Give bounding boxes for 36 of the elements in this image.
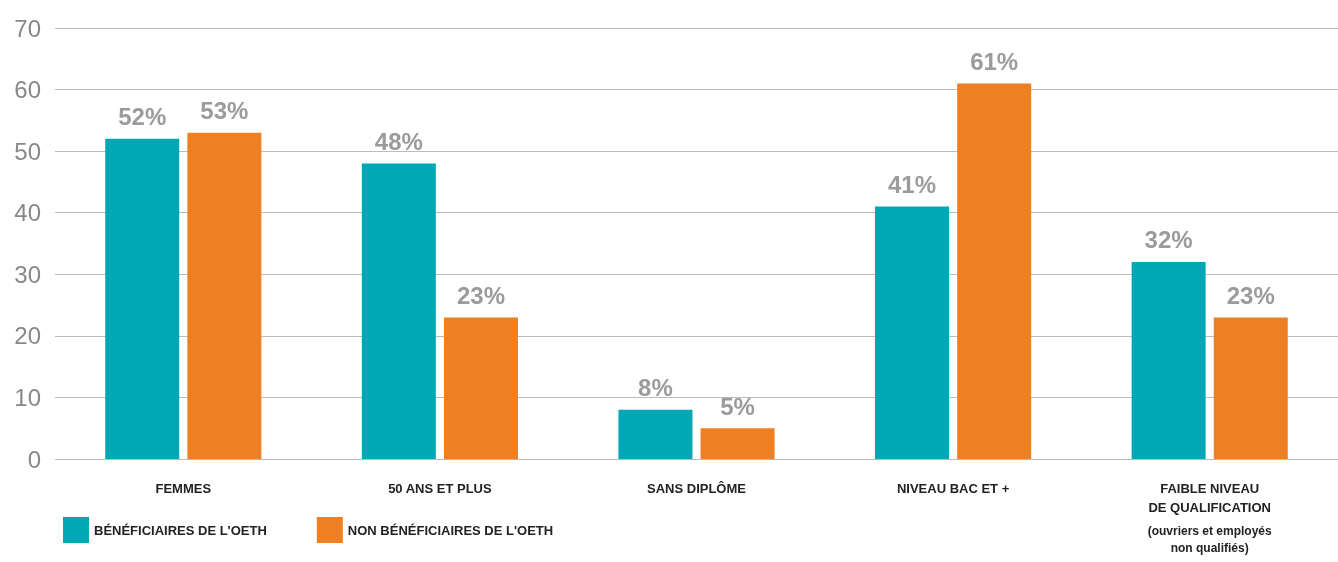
y-tick-label: 40 [14, 199, 41, 227]
y-tick-label: 50 [14, 137, 41, 165]
x-tick-label: FEMMES [155, 481, 212, 496]
data-label: 32% [1144, 226, 1193, 254]
x-tick-label: SANS DIPLÔME [647, 481, 747, 496]
y-tick-label: 70 [14, 14, 41, 42]
legend-label: NON BÉNÉFICIAIRES DE L'OETH [347, 522, 554, 538]
y-tick-label: 20 [14, 322, 41, 350]
y-tick-label: 0 [27, 445, 41, 473]
bar [618, 409, 693, 459]
data-label: 52% [118, 103, 167, 131]
y-tick-label: 10 [14, 383, 41, 411]
data-label: 5% [720, 392, 755, 420]
data-label: 48% [374, 127, 423, 155]
text: (ouvriers et employés non qualifiés) [1147, 523, 1273, 555]
x-tick-label: NIVEAU BAC ET + [896, 481, 1010, 496]
data-label: 41% [888, 171, 937, 199]
bar [1213, 317, 1288, 459]
data-label: 53% [200, 97, 249, 125]
bar [187, 132, 262, 459]
x-tick-label: FAIBLE NIVEAU DE QUALIFICATION [1148, 481, 1271, 515]
data-label: 23% [456, 281, 505, 309]
bar [957, 83, 1032, 459]
data-label: 23% [1226, 281, 1275, 309]
y-tick-label: 60 [14, 76, 41, 104]
x-tick-label: 50 ANS ET PLUS [388, 481, 492, 496]
bar [700, 428, 775, 459]
bar [1131, 261, 1206, 459]
data-label: 61% [970, 47, 1019, 75]
bar [443, 317, 518, 459]
y-tick-label: 30 [14, 260, 41, 288]
bar [105, 138, 180, 459]
bar [875, 206, 950, 459]
bar [361, 163, 436, 459]
legend-label: BÉNÉFICIAIRES DE L'OETH [94, 522, 267, 538]
data-label: 8% [638, 374, 673, 402]
